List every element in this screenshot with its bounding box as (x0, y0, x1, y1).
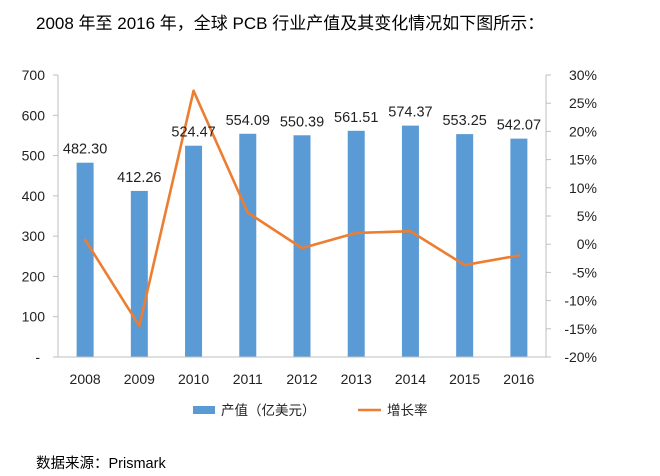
right-tick-label: 30% (569, 67, 597, 83)
bar-2011 (239, 133, 257, 357)
right-tick-label: 15% (569, 152, 597, 168)
left-tick-label: 400 (22, 188, 46, 204)
bar-value-label: 524.47 (171, 125, 215, 141)
growth-point-2015 (463, 263, 466, 267)
right-tick-label: -5% (572, 264, 597, 280)
left-tick-label: 100 (22, 309, 46, 325)
growth-point-2011 (246, 211, 249, 214)
x-tick-label: 2016 (503, 371, 534, 387)
bar-2009 (130, 190, 148, 357)
left-tick-label: 300 (22, 228, 46, 244)
left-tick-label: 600 (22, 107, 46, 123)
bar-value-label: 561.51 (334, 110, 378, 126)
bar-value-label: 574.37 (388, 105, 432, 121)
x-tick-label: 2013 (341, 371, 372, 387)
legend-label-output: 产值（亿美元） (221, 403, 316, 418)
x-tick-label: 2014 (395, 371, 426, 387)
bar-value-label: 550.39 (280, 114, 324, 130)
growth-point-2014 (409, 230, 412, 233)
growth-point-2013 (355, 231, 358, 235)
left-tick-label: 500 (22, 148, 46, 164)
right-tick-label: 5% (577, 208, 597, 224)
bar-2008 (76, 162, 94, 357)
bar-2010 (185, 145, 203, 357)
right-tick-label: -20% (564, 349, 597, 365)
legend-label-growth: 增长率 (387, 402, 428, 418)
growth-point-2008 (83, 238, 87, 241)
growth-point-2010 (192, 89, 195, 92)
data-source: 数据来源：Prismark (36, 456, 166, 472)
x-tick-label: 2008 (70, 371, 101, 387)
legend-swatch-output (193, 406, 215, 414)
bar-2014 (401, 125, 419, 358)
left-tick-label: 200 (22, 268, 46, 284)
bar-value-label: 554.09 (226, 113, 270, 129)
left-tick-label: - (35, 349, 40, 365)
x-tick-label: 2010 (178, 371, 209, 387)
x-tick-label: 2011 (233, 371, 263, 387)
growth-point-2016 (517, 254, 521, 257)
right-tick-label: 25% (569, 95, 597, 111)
page-heading: 2008 年至 2016 年，全球 PCB 行业产值及其变化情况如下图所示： (36, 14, 545, 33)
bar-value-label: 542.07 (497, 118, 541, 134)
bar-2013 (347, 130, 365, 357)
growth-point-2012 (300, 246, 304, 250)
right-tick-label: -15% (564, 321, 597, 337)
bar-2016 (510, 138, 528, 357)
right-tick-label: 10% (569, 180, 597, 196)
x-tick-label: 2009 (124, 371, 155, 387)
bar-value-label: 482.30 (63, 142, 107, 158)
bar-2015 (456, 134, 474, 357)
growth-point-2009 (138, 324, 141, 328)
x-tick-label: 2015 (449, 371, 480, 387)
right-tick-label: 0% (577, 236, 597, 252)
x-tick-label: 2012 (286, 371, 317, 387)
bar-2012 (293, 135, 311, 357)
right-tick-label: 20% (569, 123, 597, 139)
left-tick-label: 700 (22, 67, 46, 83)
bar-value-label: 412.26 (117, 170, 161, 186)
right-tick-label: -10% (564, 293, 597, 309)
bar-value-label: 553.25 (442, 113, 486, 129)
